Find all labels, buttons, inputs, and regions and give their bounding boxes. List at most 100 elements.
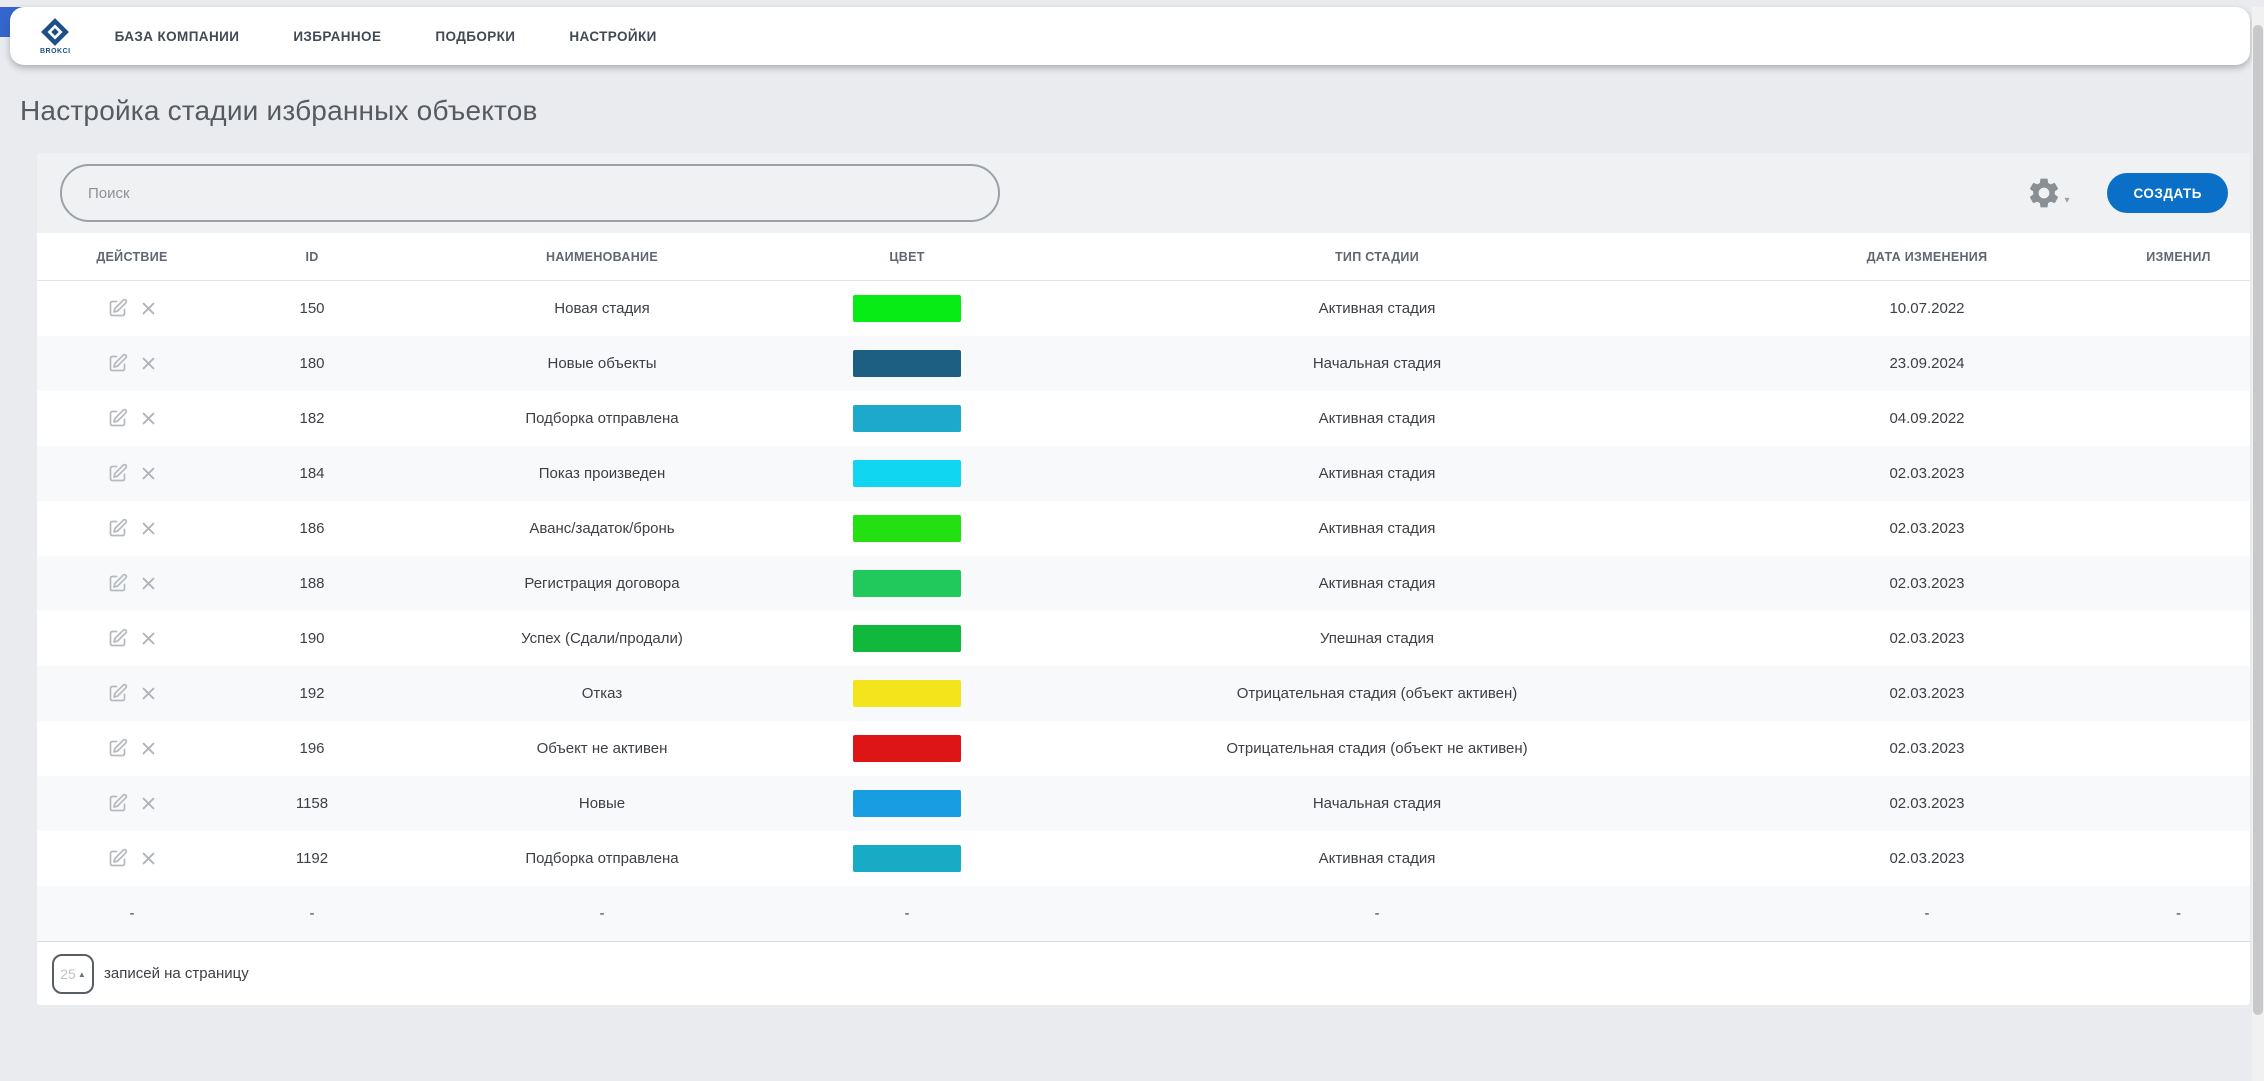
date-cell: 04.09.2022 (1889, 410, 1965, 427)
scrollbar-thumb[interactable] (2253, 25, 2263, 1015)
stages-table: ДЕЙСТВИЕ ID НАИМЕНОВАНИЕ ЦВЕТ ТИП СТАДИИ… (37, 233, 2250, 941)
table-row: 190 Успех (Сдали/продали) Упешная стадия 02… (37, 611, 2250, 666)
name-cell: Успех (Сдали/продали) (521, 630, 683, 647)
name-cell: Новая стадия (554, 300, 650, 317)
color-cell (807, 460, 1007, 487)
delete-icon[interactable] (140, 850, 157, 867)
stage-type-cell: Активная стадия (1318, 520, 1436, 537)
stage-type-cell: - (1374, 905, 1380, 922)
action-cell (37, 683, 227, 704)
stage-type-cell: Активная стадия (1318, 300, 1436, 317)
color-swatch (853, 295, 961, 322)
action-cell (37, 518, 227, 539)
action-cell (37, 298, 227, 319)
table-footer: 25 ▲ записей на страницу (37, 941, 2250, 1005)
scrollbar-track[interactable] (2252, 7, 2264, 1081)
date-cell: 02.03.2023 (1889, 740, 1965, 757)
toolbar-actions: ▾ СОЗДАТЬ (2026, 173, 2228, 213)
nav-item-selections[interactable]: ПОДБОРКИ (435, 28, 516, 44)
color-cell (807, 405, 1007, 432)
delete-icon[interactable] (140, 300, 157, 317)
brand-logo[interactable]: BROKCI (40, 17, 71, 55)
id-cell: - (309, 905, 315, 922)
action-cell (37, 848, 227, 869)
date-cell: 10.07.2022 (1889, 300, 1965, 317)
delete-icon[interactable] (140, 410, 157, 427)
action-cell (37, 573, 227, 594)
color-swatch (853, 680, 961, 707)
per-page-value: 25 (60, 965, 76, 982)
delete-icon[interactable] (140, 740, 157, 757)
table-row: ------- (37, 886, 2250, 941)
table-row: 150 Новая стадия Активная стадия 10.07.2022 (37, 281, 2250, 336)
color-cell (807, 790, 1007, 817)
delete-icon[interactable] (140, 685, 157, 702)
edit-icon[interactable] (107, 848, 128, 869)
color-cell (807, 845, 1007, 872)
name-cell: Регистрация договора (524, 575, 680, 592)
color-cell (807, 350, 1007, 377)
column-header-action: ДЕЙСТВИЕ (96, 249, 168, 264)
table-row: 1192 Подборка отправлена Активная стадия 02… (37, 831, 2250, 886)
delete-icon[interactable] (140, 520, 157, 537)
table-body: 150 Новая стадия Активная стадия 10.07.2022… (37, 281, 2250, 941)
name-cell: Новые (578, 795, 626, 812)
date-cell: 02.03.2023 (1889, 575, 1965, 592)
stage-type-cell: Активная стадия (1318, 465, 1436, 482)
id-cell: 180 (299, 355, 325, 372)
id-cell: 190 (299, 630, 325, 647)
edit-icon[interactable] (107, 683, 128, 704)
edit-icon[interactable] (107, 408, 128, 429)
date-cell: 02.03.2023 (1889, 465, 1965, 482)
id-cell: 1158 (295, 795, 329, 812)
edit-icon[interactable] (107, 518, 128, 539)
edit-icon[interactable] (107, 353, 128, 374)
color-swatch (853, 845, 961, 872)
date-cell: - (1924, 905, 1930, 922)
delete-icon[interactable] (140, 795, 157, 812)
id-cell: 182 (299, 410, 325, 427)
edit-icon[interactable] (107, 298, 128, 319)
id-cell: 186 (299, 520, 325, 537)
delete-icon[interactable] (140, 355, 157, 372)
nav-item-settings[interactable]: НАСТРОЙКИ (569, 28, 657, 44)
name-cell: Объект не активен (536, 740, 668, 757)
edit-icon[interactable] (107, 738, 128, 759)
delete-icon[interactable] (140, 575, 157, 592)
table-row: 196 Объект не активен Отрицательная стадия… (37, 721, 2250, 776)
search-input[interactable] (60, 164, 1000, 222)
edit-icon[interactable] (107, 793, 128, 814)
color-swatch (853, 735, 961, 762)
edit-icon[interactable] (107, 573, 128, 594)
per-page-select[interactable]: 25 ▲ (52, 953, 94, 994)
color-swatch (853, 790, 961, 817)
delete-icon[interactable] (140, 630, 157, 647)
date-cell: 02.03.2023 (1889, 850, 1965, 867)
column-header-changed: ИЗМЕНИЛ (2146, 249, 2211, 264)
table-header: ДЕЙСТВИЕ ID НАИМЕНОВАНИЕ ЦВЕТ ТИП СТАДИИ… (37, 233, 2250, 281)
nav-item-company-base[interactable]: БАЗА КОМПАНИИ (114, 28, 240, 44)
delete-icon[interactable] (140, 465, 157, 482)
stage-type-cell: Активная стадия (1318, 850, 1436, 867)
stage-type-cell: Активная стадия (1318, 575, 1436, 592)
column-header-color: ЦВЕТ (889, 249, 925, 264)
stage-type-cell: Упешная стадия (1319, 630, 1435, 647)
table-row: 186 Аванс/задаток/бронь Активная стадия 02.… (37, 501, 2250, 556)
edit-icon[interactable] (107, 463, 128, 484)
page-title: Настройка стадии избранных объектов (20, 95, 538, 126)
table-row: 1158 Новые Начальная стадия 02.03.2023 (37, 776, 2250, 831)
id-cell: 1192 (295, 850, 329, 867)
content-card: ▾ СОЗДАТЬ ДЕЙСТВИЕ ID НАИМЕНОВАНИЕ ЦВЕТ … (37, 153, 2250, 1005)
column-header-type: ТИП СТАДИИ (1334, 249, 1419, 264)
create-button[interactable]: СОЗДАТЬ (2107, 173, 2228, 213)
color-swatch (853, 460, 961, 487)
edit-icon[interactable] (107, 628, 128, 649)
gear-icon[interactable] (2026, 175, 2062, 211)
nav-item-favorites[interactable]: ИЗБРАННОЕ (293, 28, 382, 44)
table-row: 192 Отказ Отрицательная стадия (объект акт… (37, 666, 2250, 721)
date-cell: 02.03.2023 (1889, 630, 1965, 647)
id-cell: 192 (299, 685, 325, 702)
date-cell: 02.03.2023 (1889, 685, 1965, 702)
toolbar: ▾ СОЗДАТЬ (37, 153, 2250, 233)
action-cell (37, 408, 227, 429)
